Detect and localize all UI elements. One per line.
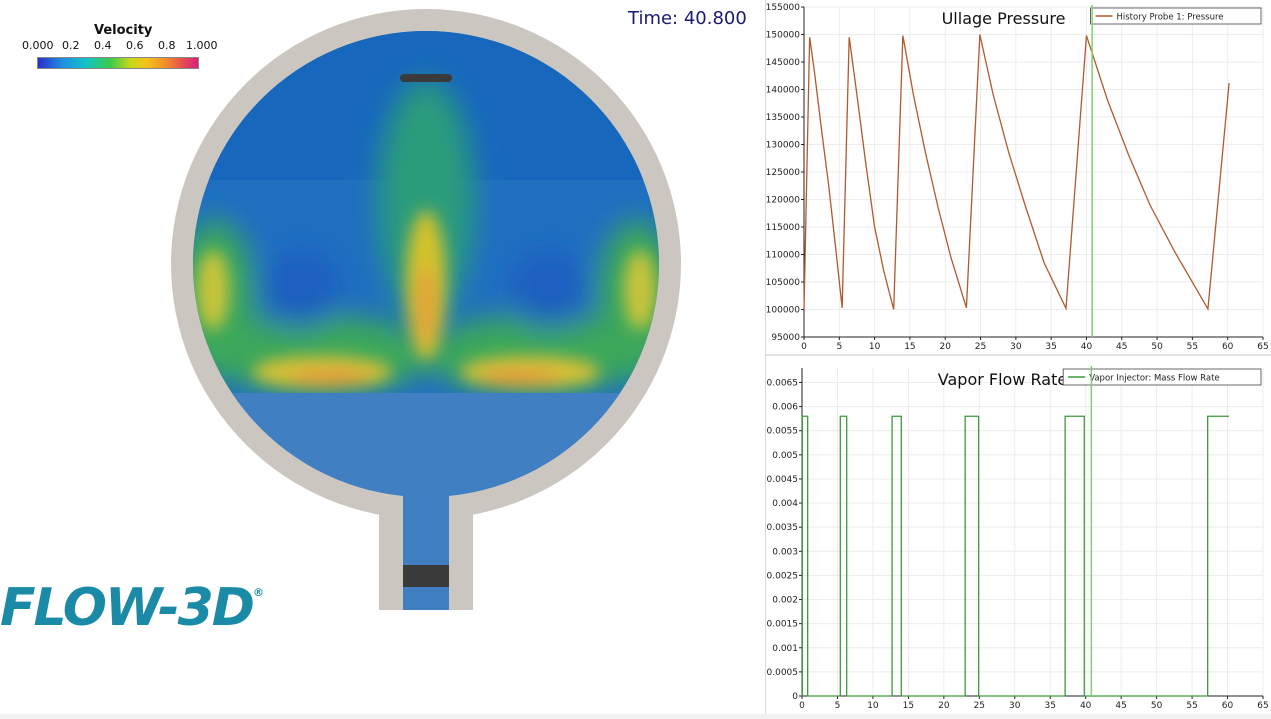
flow3d-logo: FLOW-3D® xyxy=(0,578,264,638)
velocity-field xyxy=(193,31,659,497)
x-tick-label: 40 xyxy=(1081,342,1093,352)
y-tick-label: 135000 xyxy=(766,113,800,123)
y-tick-label: 130000 xyxy=(766,141,800,151)
y-tick-label: 0.0025 xyxy=(767,571,799,581)
x-tick-label: 15 xyxy=(904,342,915,352)
x-tick-label: 60 xyxy=(1222,342,1234,352)
drain-block xyxy=(403,565,449,587)
y-tick-label: 155000 xyxy=(766,3,800,13)
x-tick-label: 65 xyxy=(1257,701,1268,711)
y-tick-label: 120000 xyxy=(766,196,800,206)
neck-liquid xyxy=(403,480,449,610)
y-tick-label: 105000 xyxy=(766,278,800,288)
y-tick-label: 0.006 xyxy=(772,403,798,413)
y-tick-label: 110000 xyxy=(766,251,800,261)
x-tick-label: 10 xyxy=(867,701,879,711)
y-tick-label: 115000 xyxy=(766,223,800,233)
colorbar-tick: 0.2 xyxy=(62,39,80,52)
colorbar-ticks: 0.000 0.2 0.4 0.6 0.8 1.000 xyxy=(20,39,220,53)
simulation-viewport[interactable] xyxy=(0,0,765,719)
x-tick-label: 15 xyxy=(903,701,914,711)
x-tick-label: 60 xyxy=(1222,701,1234,711)
y-tick-label: 100000 xyxy=(766,306,800,316)
x-tick-label: 55 xyxy=(1186,701,1197,711)
x-tick-label: 45 xyxy=(1116,342,1127,352)
x-tick-label: 55 xyxy=(1187,342,1198,352)
y-tick-label: 0.0015 xyxy=(767,620,799,630)
chart-divider xyxy=(766,354,1271,356)
registered-mark: ® xyxy=(252,586,264,599)
legend-label: History Probe 1: Pressure xyxy=(1117,13,1224,23)
x-tick-label: 10 xyxy=(869,342,881,352)
ullage-pressure-chart[interactable]: 0 5 10 15 20 25 30 35 40 45 50 55 60 65 95000 100000 105… xyxy=(766,0,1271,354)
legend-label: Vapor Injector: Mass Flow Rate xyxy=(1089,374,1219,384)
x-tick-label: 40 xyxy=(1080,701,1092,711)
colorbar-tick: 0.4 xyxy=(94,39,112,52)
x-tick-label: 35 xyxy=(1045,342,1056,352)
y-tick-label: 145000 xyxy=(766,58,800,68)
y-tick-label: 0 xyxy=(792,692,798,702)
y-tick-label: 0.0055 xyxy=(767,427,799,437)
legend-box xyxy=(1062,368,1262,386)
x-tick-label: 50 xyxy=(1151,342,1163,352)
footer-strip xyxy=(0,714,1271,719)
y-tick-label: 0.0035 xyxy=(767,523,799,533)
y-tick-label: 0.0005 xyxy=(767,668,799,678)
x-tick-label: 30 xyxy=(1010,342,1022,352)
legend-box xyxy=(1090,7,1262,25)
y-tick-label: 0.001 xyxy=(772,644,798,654)
x-tick-label: 0 xyxy=(801,342,807,352)
logo-text: FLOW-3D xyxy=(0,578,255,638)
colorbar-tick: 0.000 xyxy=(22,39,54,52)
colorbar-tick: 0.8 xyxy=(158,39,176,52)
series-line xyxy=(801,415,1229,697)
y-tick-label: 0.005 xyxy=(772,451,798,461)
y-tick-label: 125000 xyxy=(766,168,800,178)
x-tick-label: 25 xyxy=(975,342,986,352)
x-tick-label: 45 xyxy=(1115,701,1126,711)
y-tick-label: 0.002 xyxy=(772,596,798,606)
x-tick-label: 30 xyxy=(1009,701,1021,711)
x-tick-label: 25 xyxy=(974,701,985,711)
y-tick-label: 0.0045 xyxy=(767,475,799,485)
panel-divider xyxy=(765,0,766,719)
chart-title: Ullage Pressure xyxy=(942,9,1066,28)
x-tick-label: 20 xyxy=(938,701,950,711)
y-tick-label: 0.003 xyxy=(772,547,798,557)
y-tick-label: 150000 xyxy=(766,31,800,41)
colorbar-tick: 0.6 xyxy=(126,39,144,52)
y-tick-label: 0.004 xyxy=(772,499,798,509)
x-tick-label: 5 xyxy=(835,701,841,711)
x-tick-label: 65 xyxy=(1257,342,1268,352)
y-tick-label: 140000 xyxy=(766,86,800,96)
colorbar-title: Velocity xyxy=(94,23,153,38)
vapor-flow-rate-chart[interactable]: 0 5 10 15 20 25 30 35 40 45 50 55 60 65 0 0.0005 0.001 0.… xyxy=(766,356,1271,719)
vapor-injector xyxy=(400,74,452,82)
x-tick-label: 20 xyxy=(940,342,952,352)
simulation-time: Time: 40.800 xyxy=(628,8,747,29)
x-tick-label: 0 xyxy=(799,701,805,711)
x-tick-label: 35 xyxy=(1045,701,1056,711)
y-tick-label: 0.0065 xyxy=(767,378,799,388)
chart-title: Vapor Flow Rate xyxy=(938,370,1067,389)
colorbar-tick: 1.000 xyxy=(186,39,218,52)
velocity-colorbar xyxy=(37,57,199,69)
y-tick-label: 95000 xyxy=(771,333,800,343)
x-tick-label: 5 xyxy=(836,342,842,352)
x-tick-label: 50 xyxy=(1151,701,1163,711)
series-line xyxy=(803,34,1230,312)
